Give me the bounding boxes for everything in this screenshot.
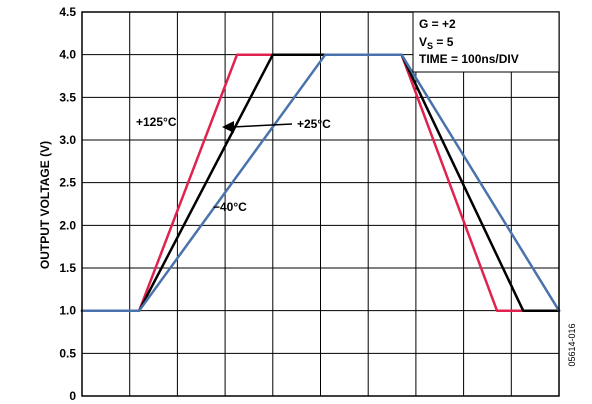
figure-id: 05614-016	[567, 323, 577, 366]
gain-label: G = +2	[419, 17, 456, 31]
annotation-arrow-head	[222, 121, 234, 133]
y-tick-label: 0.5	[59, 346, 76, 360]
axis-layer	[81, 11, 560, 397]
y-tick-label: 1.0	[59, 304, 76, 318]
y-tick-label: 0	[69, 389, 76, 403]
y-tick-label: 1.5	[59, 261, 76, 275]
vs-value: = 5	[433, 35, 454, 49]
label-layer: 0 0.5 1.0 1.5 2.0 2.5 3.0 3.5 4.0 4.5	[59, 5, 76, 403]
annotation-minus40c: −40°C	[213, 200, 247, 214]
y-tick-label: 3.0	[59, 133, 76, 147]
y-tick-label: 2.0	[59, 218, 76, 232]
plot-frame	[81, 11, 560, 397]
vs-label: VS = 5	[419, 35, 454, 51]
y-tick-label: 4.5	[59, 5, 76, 19]
conditions-box	[412, 11, 560, 73]
y-tick-label: 3.5	[59, 90, 76, 104]
series-line-2	[80, 53, 561, 312]
vs-sub: S	[427, 41, 433, 51]
annotation-25c: +25°C	[297, 117, 331, 131]
y-axis-label: OUTPUT VOLTAGE (V)	[38, 141, 52, 269]
vs-main: V	[419, 35, 427, 49]
y-tick-label: 2.5	[59, 176, 76, 190]
annotation-arrow-line	[231, 123, 293, 128]
y-tick-label: 4.0	[59, 48, 76, 62]
time-label: TIME = 100ns/DIV	[419, 52, 519, 66]
annotation-125c: +125°C	[136, 115, 177, 129]
series-layer	[80, 53, 561, 312]
